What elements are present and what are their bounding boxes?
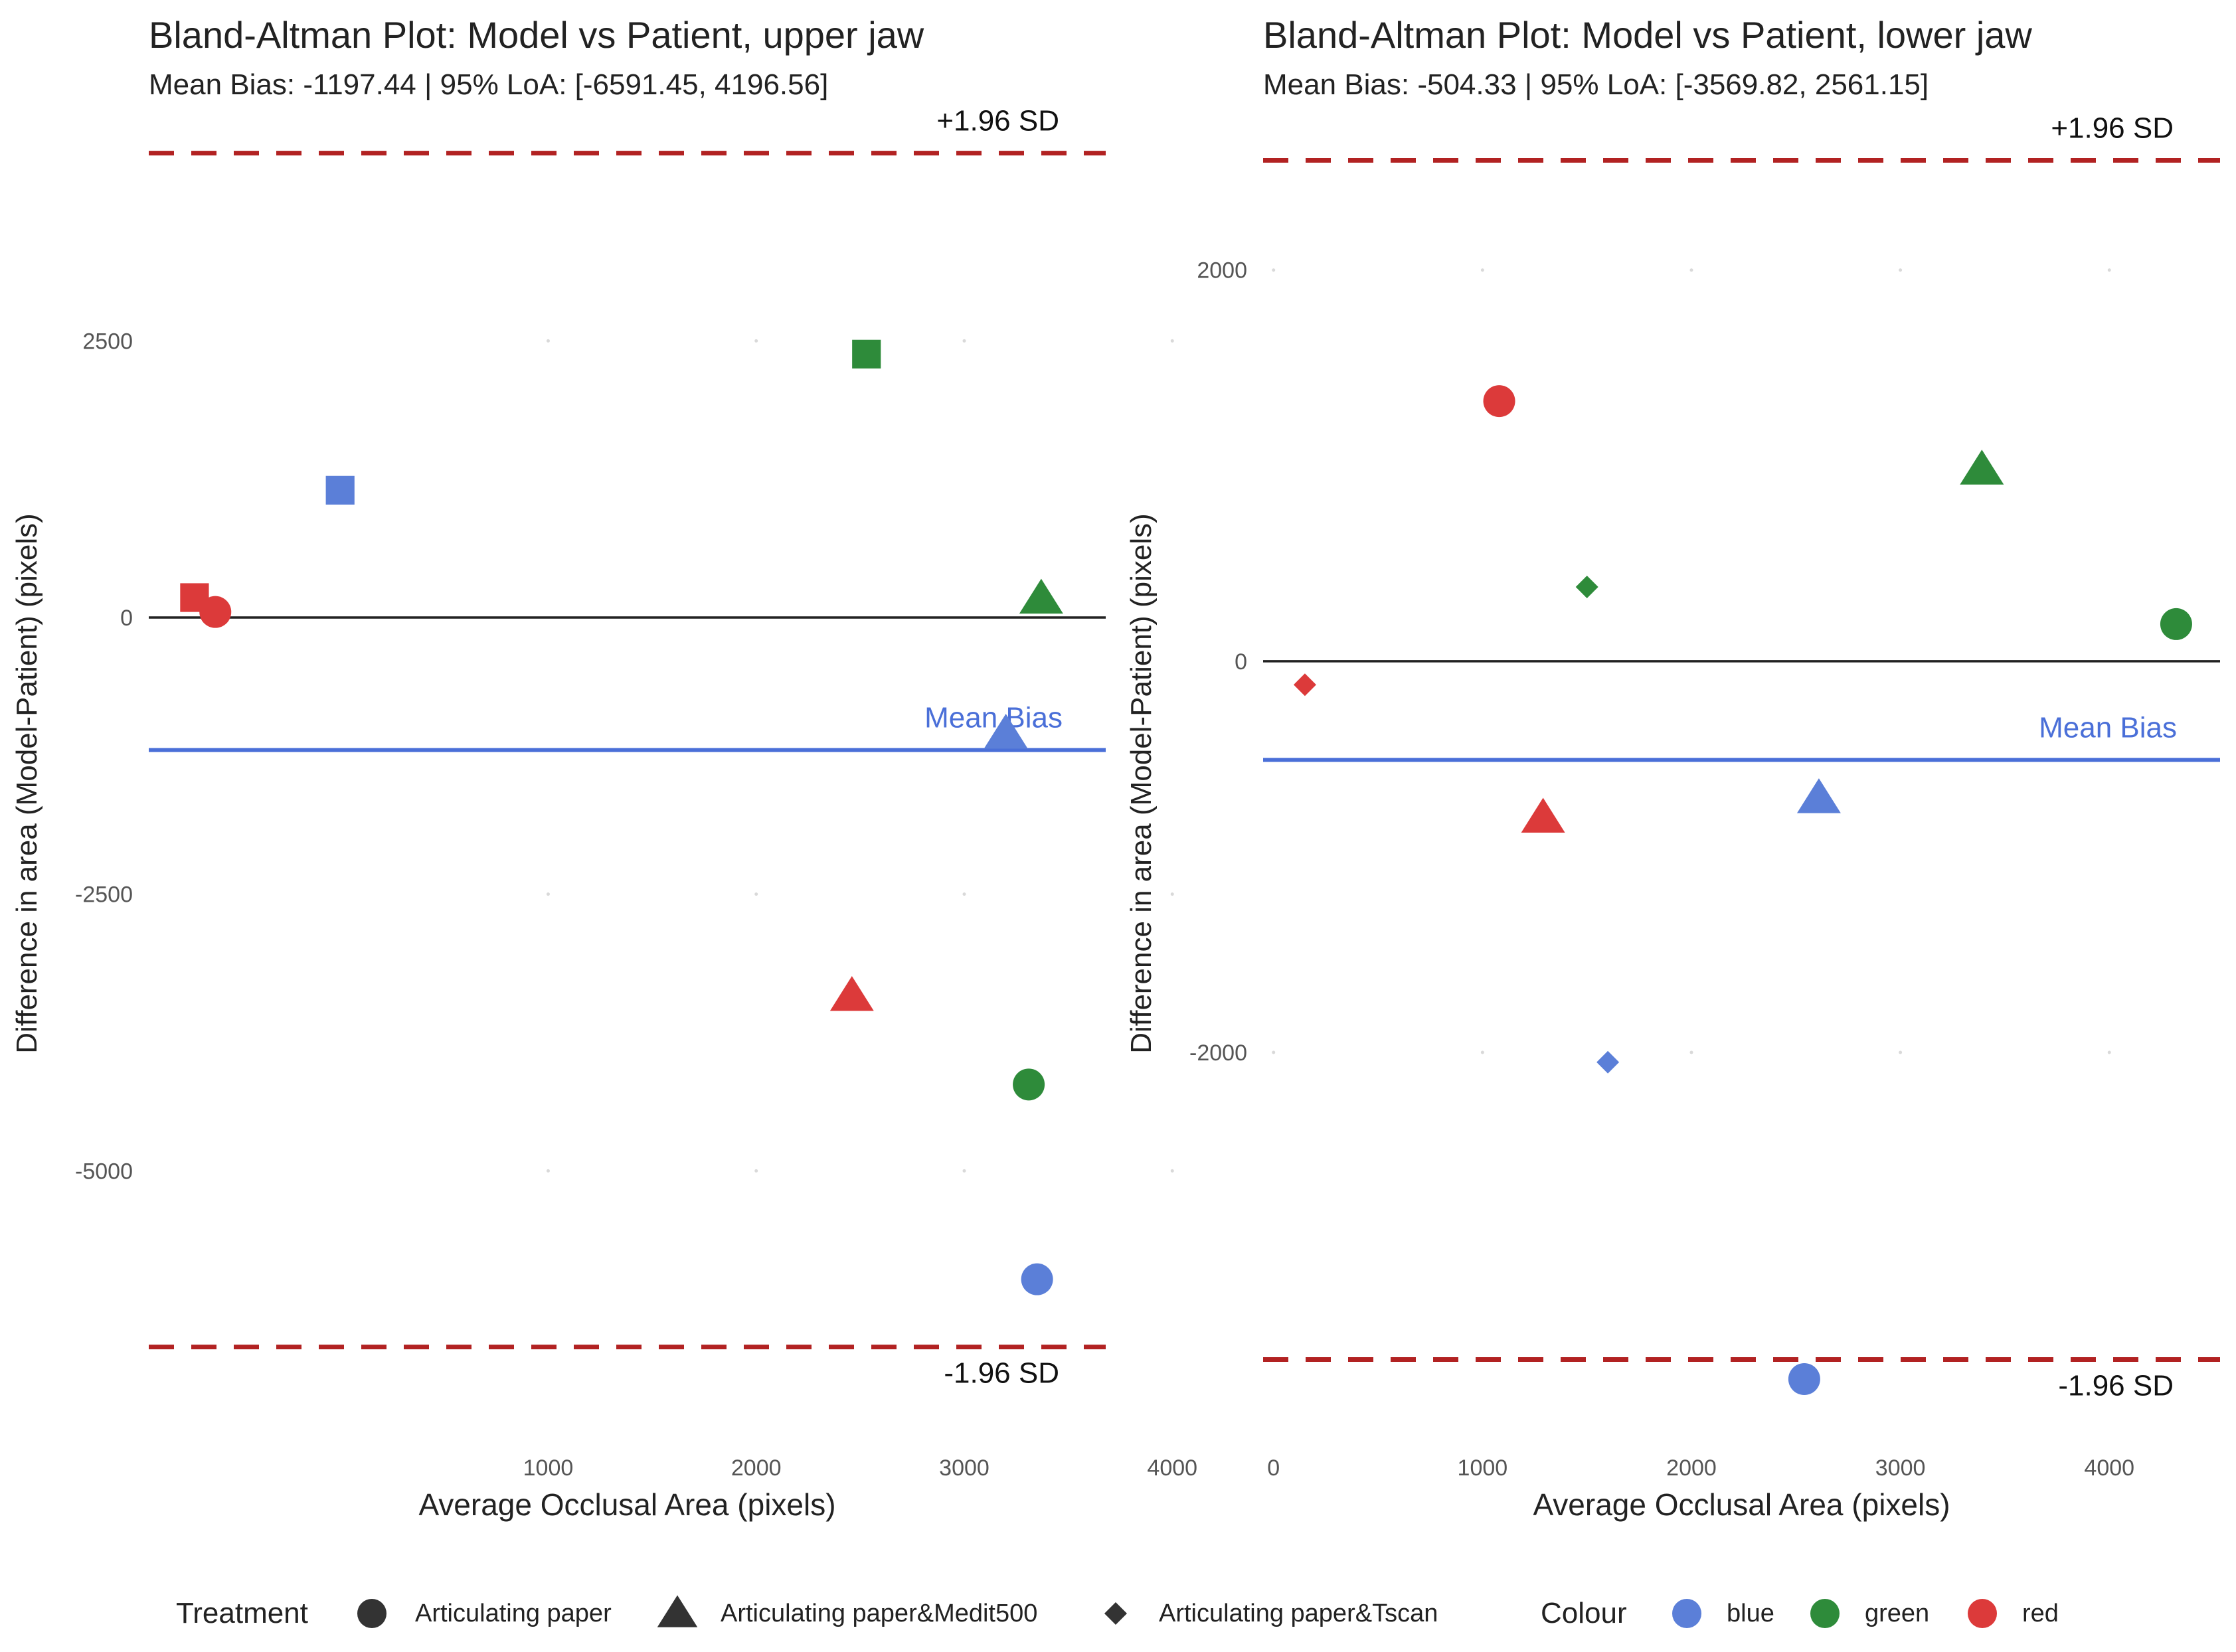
legend-colour-items: blue green red bbox=[1672, 1599, 2059, 1628]
legend-colour-label: red bbox=[2022, 1600, 2059, 1627]
data-point-green-triangle bbox=[1960, 450, 2004, 485]
legend: Treatment Articulating paper Articulating… bbox=[176, 1595, 2059, 1629]
upper-jaw-plot: Bland-Altman Plot: Model vs Patient, upp… bbox=[11, 14, 1197, 1522]
legend-treatment-title: Treatment bbox=[176, 1597, 308, 1629]
upper-loa-label: +1.96 SD bbox=[936, 105, 1059, 137]
grid-dot bbox=[1480, 1050, 1484, 1054]
grid-dot bbox=[1899, 1050, 1903, 1054]
plot-subtitle: Mean Bias: -1197.44 | 95% LoA: [-6591.45… bbox=[149, 68, 828, 101]
grid-dot bbox=[2107, 1050, 2111, 1054]
legend-colour-swatch-green bbox=[1810, 1599, 1840, 1628]
grid-dot bbox=[754, 892, 758, 896]
legend-treatment-label: Articulating paper&Medit500 bbox=[721, 1600, 1037, 1627]
data-point-blue-triangle bbox=[984, 714, 1028, 749]
mean-bias-label: Mean Bias bbox=[2039, 711, 2177, 744]
plot-subtitle: Mean Bias: -504.33 | 95% LoA: [-3569.82,… bbox=[1263, 68, 1929, 101]
legend-shape-circle bbox=[357, 1599, 387, 1628]
grid-dot bbox=[1272, 268, 1276, 272]
y-tick-label: 2500 bbox=[82, 329, 133, 354]
x-axis-label: Average Occlusal Area (pixels) bbox=[418, 1487, 835, 1522]
legend-treatment-items: Articulating paper Articulating paper&Med… bbox=[357, 1595, 1438, 1628]
mean-bias-label: Mean Bias bbox=[924, 702, 1063, 734]
grid-dot bbox=[754, 339, 758, 343]
grid-dot bbox=[1899, 268, 1903, 272]
data-point-red-triangle bbox=[829, 976, 874, 1011]
grid-dot bbox=[1480, 268, 1484, 272]
legend-colour-title: Colour bbox=[1541, 1597, 1627, 1629]
grid-dot bbox=[1272, 1050, 1276, 1054]
x-tick-label: 3000 bbox=[1875, 1455, 1926, 1481]
data-point-green-circle bbox=[1013, 1068, 1045, 1101]
data-point-blue-circle bbox=[1788, 1363, 1820, 1395]
lower-loa-label: -1.96 SD bbox=[944, 1357, 1059, 1390]
grid-dot bbox=[1689, 268, 1693, 272]
grid-dot bbox=[962, 1169, 966, 1173]
x-tick-label: 3000 bbox=[939, 1455, 989, 1481]
grid-dot bbox=[546, 339, 550, 343]
data-point-red-triangle bbox=[1521, 797, 1565, 833]
y-tick-label: 0 bbox=[1235, 649, 1247, 675]
x-tick-label: 2000 bbox=[1666, 1455, 1717, 1481]
lower-jaw-plot: Bland-Altman Plot: Model vs Patient, low… bbox=[1125, 14, 2220, 1522]
x-tick-label: 1000 bbox=[1458, 1455, 1508, 1481]
grid-dot bbox=[754, 1169, 758, 1173]
grid-dot bbox=[1170, 339, 1174, 343]
data-point-red-circle bbox=[199, 596, 232, 628]
grid-dot bbox=[546, 892, 550, 896]
x-tick-label: 2000 bbox=[731, 1455, 782, 1481]
plot-title: Bland-Altman Plot: Model vs Patient, upp… bbox=[149, 14, 924, 56]
legend-colour-label: blue bbox=[1727, 1600, 1774, 1627]
y-axis-label: Difference in area (Model-Patient) (pixe… bbox=[11, 513, 43, 1054]
legend-shape-diamond bbox=[1104, 1602, 1127, 1625]
y-tick-label: -2000 bbox=[1189, 1040, 1247, 1066]
grid-dot bbox=[962, 892, 966, 896]
data-point-red-diamond bbox=[1293, 673, 1316, 697]
legend-colour-label: green bbox=[1865, 1600, 1929, 1627]
legend-shape-triangle bbox=[657, 1595, 698, 1627]
data-point-green-triangle bbox=[1019, 578, 1063, 614]
y-tick-label: 0 bbox=[120, 606, 133, 631]
data-point-green-circle bbox=[2160, 608, 2192, 640]
data-point-green-diamond bbox=[1575, 575, 1598, 598]
upper-loa-label: +1.96 SD bbox=[2051, 112, 2174, 144]
x-tick-label: 0 bbox=[1267, 1455, 1280, 1481]
x-tick-label: 4000 bbox=[1147, 1455, 1197, 1481]
grid-dot bbox=[1170, 1169, 1174, 1173]
data-point-red-circle bbox=[1483, 385, 1515, 418]
grid-dot bbox=[962, 339, 966, 343]
x-tick-label: 1000 bbox=[523, 1455, 574, 1481]
legend-colour-swatch-red bbox=[1968, 1599, 1997, 1628]
x-axis-label: Average Occlusal Area (pixels) bbox=[1533, 1487, 1950, 1522]
grid-dot bbox=[546, 1169, 550, 1173]
data-point-blue-square bbox=[325, 475, 355, 505]
grid-dot bbox=[1170, 892, 1174, 896]
legend-colour-swatch-blue bbox=[1672, 1599, 1701, 1628]
x-tick-label: 4000 bbox=[2084, 1455, 2134, 1481]
data-point-green-square bbox=[852, 339, 881, 369]
y-tick-label: -5000 bbox=[75, 1159, 133, 1184]
plot-title: Bland-Altman Plot: Model vs Patient, low… bbox=[1263, 14, 2032, 56]
data-point-blue-triangle bbox=[1796, 778, 1841, 813]
data-point-blue-diamond bbox=[1596, 1050, 1620, 1074]
lower-loa-label: -1.96 SD bbox=[2058, 1369, 2174, 1402]
grid-dot bbox=[2107, 268, 2111, 272]
data-point-blue-circle bbox=[1021, 1263, 1053, 1295]
grid-dot bbox=[1689, 1050, 1693, 1054]
y-tick-label: -2500 bbox=[75, 882, 133, 908]
y-tick-label: 2000 bbox=[1197, 258, 1247, 284]
legend-treatment-label: Articulating paper bbox=[415, 1600, 612, 1627]
legend-treatment-label: Articulating paper&Tscan bbox=[1159, 1600, 1438, 1627]
y-axis-label: Difference in area (Model-Patient) (pixe… bbox=[1125, 513, 1158, 1054]
